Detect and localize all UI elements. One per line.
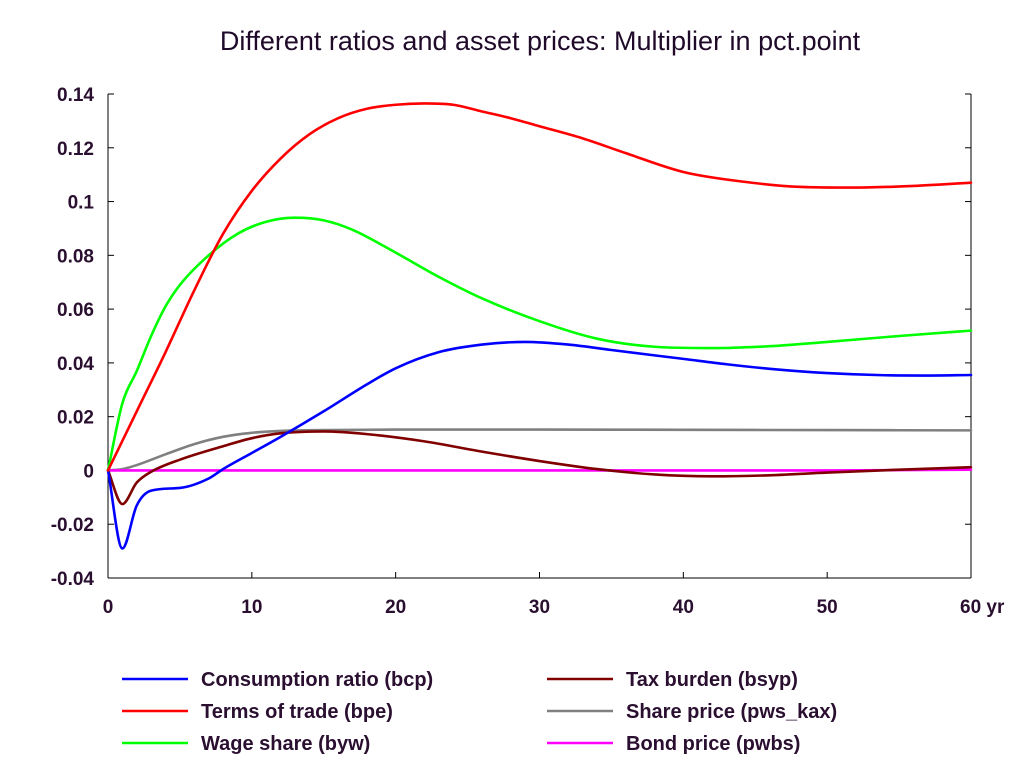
- y-tick-label: 0.14: [57, 85, 94, 106]
- x-tick-label: 10: [241, 597, 262, 618]
- x-tick-label: 50: [817, 597, 838, 618]
- y-tick-label: 0.12: [57, 139, 94, 160]
- legend-label-wage-share-byw: Wage share (byw): [201, 733, 370, 755]
- y-tick-label: -0.02: [51, 515, 94, 536]
- y-tick-label: -0.04: [51, 569, 95, 590]
- series-line-share-price-pws-kax: [106, 428, 973, 472]
- series-line-wage-share-byw: [106, 216, 973, 472]
- y-axis: -0.04 -0.02 0 0.02 0.04 0.06 0.08 0.1 0.12 0.14: [51, 85, 971, 590]
- y-tick-label: 0.1: [68, 193, 95, 214]
- y-tick-label: 0.02: [57, 408, 94, 429]
- series-line-consumption-ratio-bcp: [106, 340, 973, 550]
- y-tick-label: 0.06: [57, 300, 94, 321]
- series-line-bond-price-pwbs: [106, 468, 973, 472]
- legend-label-share-price-pws-kax: Share price (pws_kax): [626, 701, 837, 723]
- x-tick-label: 0: [103, 597, 114, 618]
- x-tick-label: 20: [385, 597, 406, 618]
- legend: Consumption ratio (bcp) Terms of trade (b…: [122, 669, 837, 755]
- x-tick-label: 40: [673, 597, 694, 618]
- x-tick-label: 30: [529, 597, 550, 618]
- series-layer: [106, 102, 973, 550]
- series-line-terms-of-trade-bpe: [106, 102, 973, 472]
- chart-title: Different ratios and asset prices: Multi…: [220, 26, 861, 56]
- legend-label-bond-price-pwbs: Bond price (pwbs): [626, 733, 800, 755]
- legend-label-terms-of-trade-bpe: Terms of trade (bpe): [201, 701, 393, 723]
- y-tick-label: 0.08: [57, 246, 94, 267]
- y-tick-label: 0: [83, 461, 94, 482]
- legend-label-tax-burden-bsyp: Tax burden (bsyp): [626, 669, 798, 691]
- series-line-tax-burden-bsyp: [106, 430, 973, 506]
- y-tick-label: 0.04: [57, 354, 94, 375]
- plot-frame: [107, 94, 972, 579]
- legend-label-consumption-ratio-bcp: Consumption ratio (bcp): [201, 669, 433, 691]
- x-axis: 0 10 20 30 40 50 60 yr: [103, 572, 1005, 618]
- x-tick-label: 60 yr: [960, 597, 1005, 618]
